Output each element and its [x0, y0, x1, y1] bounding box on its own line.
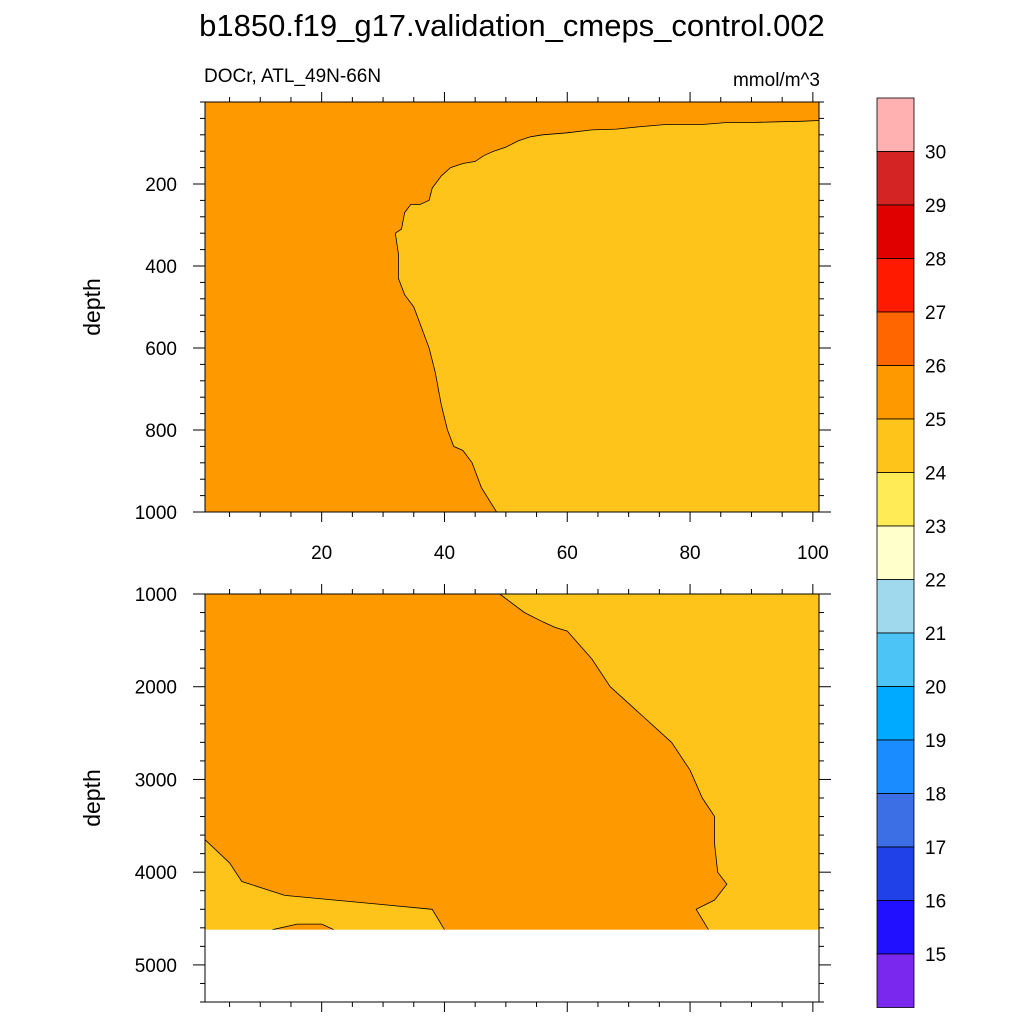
- x-tick-label: 100: [797, 543, 829, 564]
- contour-fill-24-25: [205, 839, 445, 930]
- colorbar-label: 16: [925, 892, 946, 913]
- x-tick-label: 20: [311, 543, 332, 564]
- y-tick-label: 800: [145, 421, 177, 442]
- colorbar-box: [876, 579, 915, 634]
- colorbar-label: 21: [925, 624, 946, 645]
- colorbar-label: 24: [925, 464, 947, 485]
- plot-frame: [204, 101, 820, 513]
- colorbar-label: 17: [925, 838, 946, 859]
- x-tick-label: 60: [557, 543, 578, 564]
- missing-data-area: [205, 929, 819, 1002]
- figure-title: b1850.f19_g17.validation_cmeps_control.0…: [199, 8, 825, 43]
- colorbar-label: 30: [925, 143, 946, 164]
- colorbar-label: 25: [925, 410, 946, 431]
- y-axis-label: depth: [79, 769, 105, 827]
- colorbar-box: [876, 258, 915, 313]
- colorbar-box: [876, 97, 915, 152]
- colorbar-label: 20: [925, 678, 946, 699]
- contour-line-25: [499, 593, 728, 930]
- contour-line-25: [272, 923, 335, 931]
- units-label: mmol/m^3: [733, 70, 820, 91]
- colorbar-box: [876, 418, 915, 473]
- y-tick-label: 1000: [135, 585, 177, 606]
- y-tick-label: 400: [145, 257, 177, 278]
- colorbar-label: 29: [925, 196, 946, 217]
- colorbar-box: [876, 793, 915, 848]
- colorbar: 30 29 28 27 26 25 24 23 22 21 20 19 18 17 16 15: [876, 97, 947, 1008]
- y-tick-label: 3000: [135, 770, 177, 791]
- colorbar-box: [876, 900, 915, 955]
- bottom-panel: 1000 2000 3000 4000 5000 depth: [79, 584, 831, 1012]
- colorbar-box: [876, 204, 915, 259]
- y-tick-label: 600: [145, 339, 177, 360]
- contour-fill-25-26: [272, 924, 334, 930]
- colorbar-box: [876, 686, 915, 741]
- variable-region-label: DOCr, ATL_49N-66N: [204, 66, 381, 87]
- y-tick-label: 2000: [135, 678, 177, 699]
- colorbar-box: [876, 953, 915, 1008]
- colorbar-label: 18: [925, 785, 946, 806]
- y-tick-label: 200: [145, 175, 177, 196]
- contour-fill-24-25: [395, 120, 819, 512]
- top-panel: 20 40 60 80 100 200 400 600 800 1000 depth: [79, 92, 831, 564]
- colorbar-box: [876, 151, 915, 206]
- colorbar-box: [876, 739, 915, 794]
- contour-line-25: [394, 120, 820, 513]
- contour-line-25: [204, 839, 445, 930]
- y-axis-label: depth: [79, 278, 105, 336]
- y-tick-label: 1000: [135, 503, 177, 524]
- x-tick-label: 40: [434, 543, 455, 564]
- colorbar-box: [876, 472, 915, 527]
- contour-fill-24-25: [499, 594, 819, 930]
- colorbar-box: [876, 311, 915, 366]
- colorbar-box: [876, 846, 915, 901]
- colorbar-label: 19: [925, 731, 946, 752]
- colorbar-label: 15: [925, 945, 946, 966]
- colorbar-label: 26: [925, 357, 946, 378]
- colorbar-label: 22: [925, 571, 946, 592]
- x-tick-label: 80: [679, 543, 700, 564]
- colorbar-box: [876, 525, 915, 580]
- y-tick-label: 4000: [135, 863, 177, 884]
- colorbar-label: 23: [925, 517, 946, 538]
- colorbar-box: [876, 365, 915, 420]
- colorbar-box: [876, 632, 915, 687]
- y-tick-label: 5000: [135, 956, 177, 977]
- colorbar-label: 28: [925, 250, 946, 271]
- colorbar-label: 27: [925, 303, 946, 324]
